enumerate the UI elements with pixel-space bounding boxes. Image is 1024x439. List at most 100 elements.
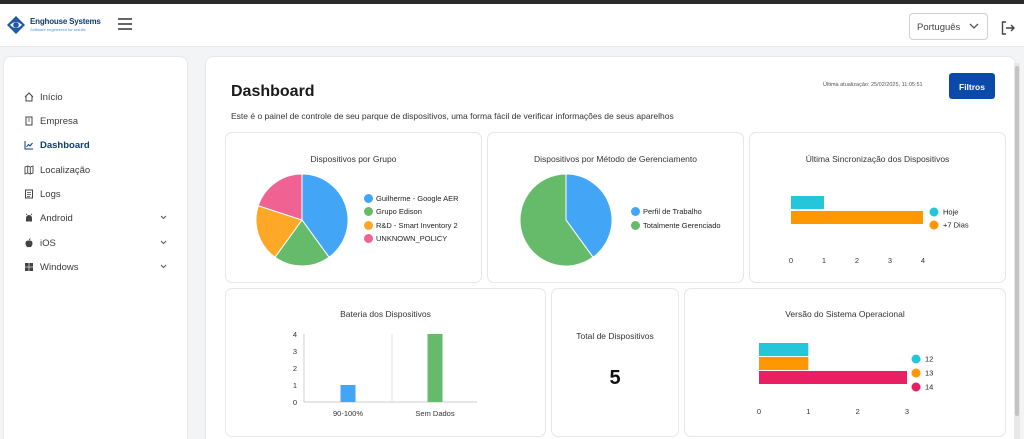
total-devices-label: Total de Dispositivos xyxy=(576,331,654,341)
chevron-down-icon xyxy=(969,23,979,29)
page-description: Este é o painel de controle de seu parqu… xyxy=(231,111,674,121)
sidebar-item-android[interactable]: Android xyxy=(24,212,169,228)
bar[interactable] xyxy=(791,196,824,209)
legend-label[interactable]: 13 xyxy=(925,369,933,378)
y-tick-label: 3 xyxy=(293,347,297,356)
stat-card-total-devices: Total de Dispositivos 5 xyxy=(551,288,679,437)
sidebar-item-ios[interactable]: iOS xyxy=(24,237,169,253)
y-tick-label: 2 xyxy=(293,364,297,373)
sidebar-item-label: Dashboard xyxy=(40,140,90,151)
chart-title: Dispositivos por Método de Gerenciamento xyxy=(534,154,697,164)
last-update-timestamp: Última atualização: 25/02/2025, 11:05:51 xyxy=(823,82,923,88)
map-icon xyxy=(24,165,34,175)
pie-slice[interactable] xyxy=(274,219,330,267)
logo-tagline: Software engineered for results xyxy=(30,27,86,32)
total-devices-value: 5 xyxy=(609,367,621,389)
pie-slice[interactable] xyxy=(257,173,303,221)
bar[interactable] xyxy=(759,357,809,370)
legend-item[interactable]: Totalmente Gerenciado xyxy=(631,221,741,231)
logout-icon[interactable] xyxy=(1001,21,1015,35)
language-select[interactable]: Português xyxy=(909,13,988,40)
page-title: Dashboard xyxy=(231,83,315,100)
sidebar-item-label: Início xyxy=(40,92,63,103)
sidebar-item-inicio[interactable]: Início xyxy=(24,91,169,107)
sidebar-item-dashboard[interactable]: Dashboard xyxy=(24,139,169,155)
filters-button[interactable]: Filtros xyxy=(949,73,995,99)
android-icon xyxy=(25,213,33,222)
enghouse-logo[interactable]: Enghouse Systems Software engineered for… xyxy=(6,14,101,40)
legend-item[interactable]: R&D - Smart Inventory 2 xyxy=(364,221,484,231)
sidebar: Início Empresa Dashboard Localização Log… xyxy=(3,56,188,439)
x-tick-label: 90-100% xyxy=(333,409,363,418)
pie-slice[interactable] xyxy=(519,173,594,267)
legend-item[interactable]: Grupo Edison xyxy=(364,207,484,217)
scrollbar-thumb[interactable] xyxy=(1015,66,1019,416)
chart-title: Dispositivos por Grupo xyxy=(310,154,397,164)
chart-card-devices-by-group: Dispositivos por Grupo Guilherme - Googl… xyxy=(225,132,482,283)
sidebar-item-label: Android xyxy=(40,213,73,224)
building-icon xyxy=(25,116,33,126)
legend-item[interactable]: UNKNOWN_POLICY xyxy=(364,234,484,244)
chart-title: Bateria dos Dispositivos xyxy=(340,309,431,319)
bar-chart-last-sync: 0 1 2 3 4 Hoje +7 Dias xyxy=(789,196,969,265)
menu-toggle-icon[interactable] xyxy=(118,18,132,30)
sidebar-item-label: Windows xyxy=(40,262,79,273)
legend-item[interactable]: Guilherme - Google AER xyxy=(364,194,484,204)
chart-card-os-version: Versão do Sistema Operacional 0 1 2 3 12 13 14 xyxy=(684,288,1006,437)
legend-label[interactable]: 14 xyxy=(925,383,933,392)
chart-card-battery: Bateria dos Dispositivos 0 1 2 3 4 90-100% Sem… xyxy=(225,288,546,437)
x-tick-label: 4 xyxy=(921,256,925,265)
bar[interactable] xyxy=(791,211,923,224)
chart-card-management-method: Dispositivos por Método de Gerenciamento… xyxy=(487,132,744,283)
x-tick-label: 0 xyxy=(789,256,793,265)
chart-title: Última Sincronização dos Dispositivos xyxy=(805,154,950,164)
home-icon xyxy=(24,92,34,102)
bar[interactable] xyxy=(340,385,356,402)
chevron-down-icon xyxy=(160,240,167,245)
legend-item[interactable]: Perfil de Trabalho xyxy=(631,207,741,217)
legend-dot[interactable] xyxy=(929,207,939,217)
sidebar-item-windows[interactable]: Windows xyxy=(24,261,169,277)
x-tick-label: 1 xyxy=(806,407,810,416)
chevron-down-icon xyxy=(160,264,167,269)
pie-slice[interactable] xyxy=(255,205,303,258)
sidebar-item-logs[interactable]: Logs xyxy=(24,188,169,204)
x-tick-label: 3 xyxy=(905,407,909,416)
legend-dot[interactable] xyxy=(911,368,921,378)
language-value: Português xyxy=(917,22,961,33)
chart-line-icon xyxy=(24,141,33,150)
list-icon xyxy=(25,189,33,199)
y-tick-label: 4 xyxy=(293,330,297,339)
x-tick-label: 2 xyxy=(856,407,860,416)
windows-icon xyxy=(25,263,33,271)
legend-dot[interactable] xyxy=(911,382,921,392)
legend-label[interactable]: 12 xyxy=(925,355,933,364)
y-tick-label: 1 xyxy=(293,381,297,390)
x-tick-label: Sem Dados xyxy=(415,409,454,418)
legend-dot[interactable] xyxy=(911,354,921,364)
x-tick-label: 3 xyxy=(888,256,892,265)
chart-card-last-sync: Última Sincronização dos Dispositivos 0 1… xyxy=(749,132,1006,283)
bar[interactable] xyxy=(759,343,809,356)
pie-slice[interactable] xyxy=(301,173,349,258)
top-header: Enghouse Systems Software engineered for… xyxy=(0,4,1024,47)
sidebar-item-label: Logs xyxy=(40,189,61,200)
pie-slice[interactable] xyxy=(565,173,613,258)
top-border xyxy=(0,0,1024,4)
legend-label[interactable]: +7 Dias xyxy=(943,221,969,230)
x-tick-label: 1 xyxy=(822,256,826,265)
x-tick-label: 2 xyxy=(855,256,859,265)
legend-label[interactable]: Hoje xyxy=(943,208,958,217)
sidebar-item-localizacao[interactable]: Localização xyxy=(24,164,169,180)
y-tick-label: 0 xyxy=(293,398,297,407)
enghouse-eye-icon xyxy=(7,16,25,34)
pie-chart-management xyxy=(519,173,613,267)
sidebar-item-empresa[interactable]: Empresa xyxy=(24,115,169,131)
bar[interactable] xyxy=(759,371,907,384)
sidebar-item-label: iOS xyxy=(40,238,56,249)
legend-dot[interactable] xyxy=(929,220,939,230)
sidebar-item-label: Empresa xyxy=(40,116,79,127)
bar[interactable] xyxy=(427,334,443,402)
x-tick-label: 0 xyxy=(757,407,761,416)
apple-icon xyxy=(25,238,33,248)
